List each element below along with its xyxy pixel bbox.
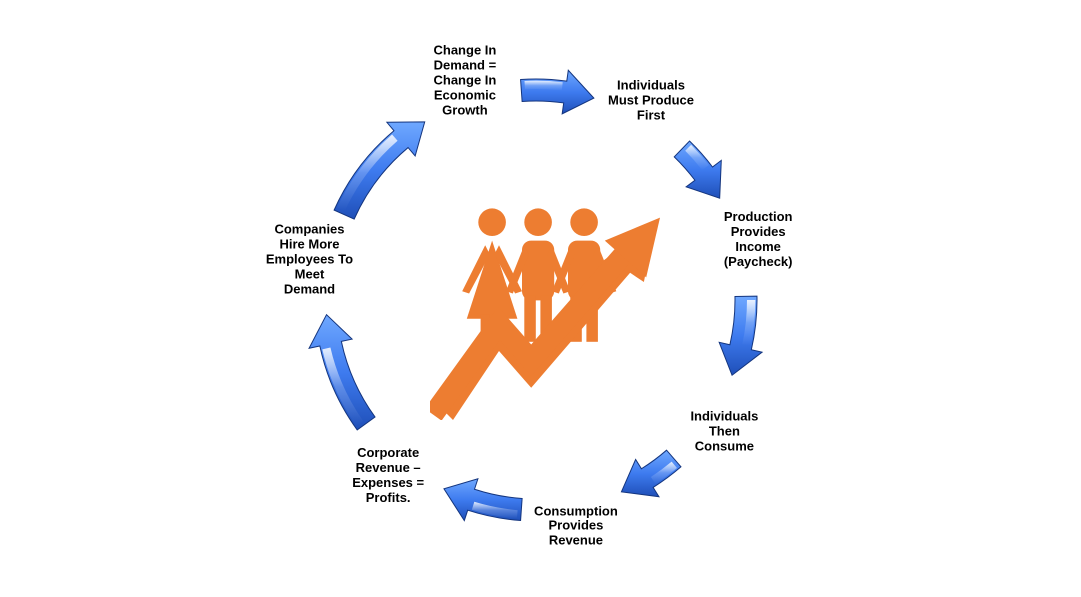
cycle-node-label: Companies Hire More Employees To Meet De… (266, 223, 353, 298)
cycle-arrow (719, 296, 762, 375)
cycle-arrow (334, 122, 425, 219)
cycle-node-label: Production Provides Income (Paycheck) (724, 211, 793, 271)
center-growth-icon (430, 190, 660, 420)
cycle-node-label: Individuals Must Produce First (608, 78, 694, 123)
cycle-arrow (674, 141, 721, 198)
cycle-node-label: Change In Demand = Change In Economic Gr… (434, 44, 497, 119)
cycle-arrow-gloss (525, 81, 563, 91)
cycle-arrow-gloss (472, 502, 518, 519)
cycle-node-label: Corporate Revenue – Expenses = Profits. (352, 446, 424, 506)
cycle-arrow-gloss (651, 462, 677, 484)
cycle-arrow-gloss (685, 145, 709, 170)
cycle-arrow (444, 479, 522, 521)
cycle-arrow-gloss (337, 134, 397, 210)
cycle-arrow (621, 450, 681, 497)
cycle-node-label: Consumption Provides Revenue (534, 504, 618, 549)
cycle-arrow-gloss (742, 300, 755, 346)
cycle-node-label: Individuals Then Consume (690, 410, 758, 455)
economic-cycle-diagram: Change In Demand = Change In Economic Gr… (0, 0, 1081, 597)
cycle-arrow (309, 315, 375, 430)
cycle-arrow-gloss (322, 347, 363, 425)
cycle-arrow (521, 70, 594, 114)
